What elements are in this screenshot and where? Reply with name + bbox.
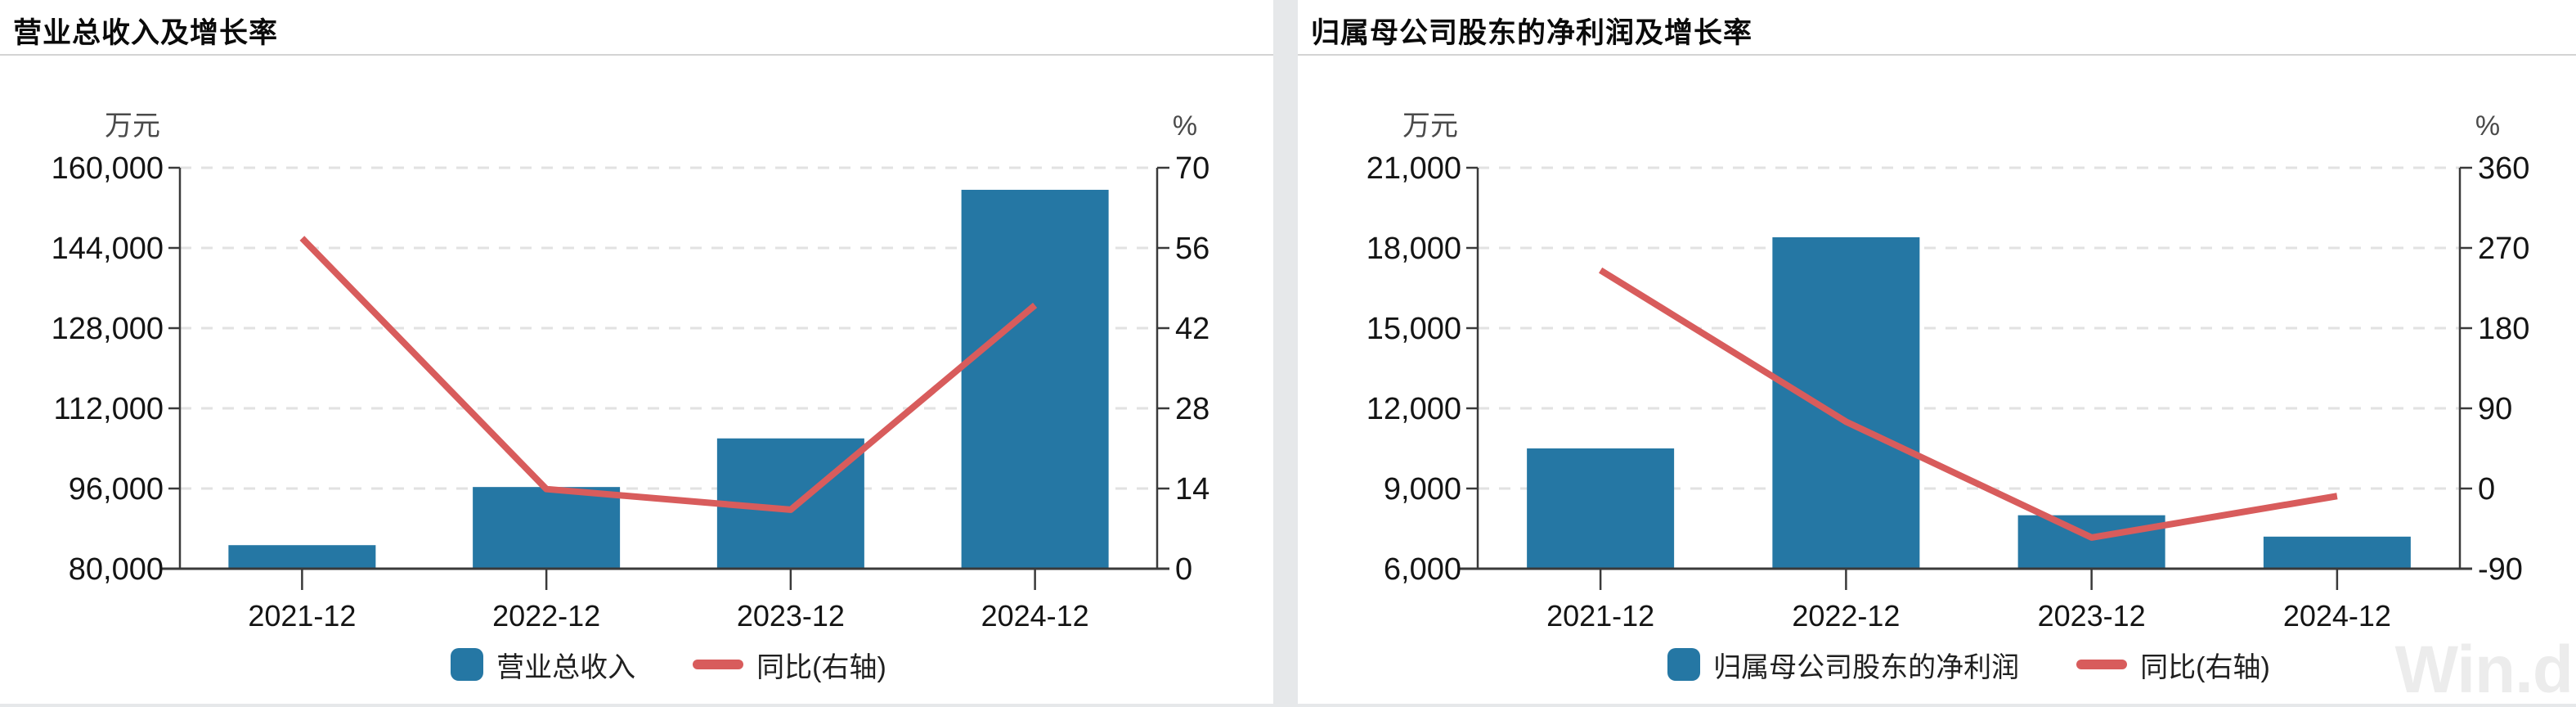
x-axis-label: 2021-12 (1546, 599, 1654, 633)
right-axis-tick-label: 360 (2478, 151, 2529, 186)
net-profit-chart-panel: 归属母公司股东的净利润及增长率 6,000 9,000 12,000 15,000 18… (1298, 0, 2576, 704)
left-axis-tick-label: 96,000 (69, 472, 164, 507)
net-profit-title-bar: 归属母公司股东的净利润及增长率 (1298, 0, 2576, 56)
left-axis-tick-label: 21,000 (1367, 151, 1461, 186)
left-axis-tick-label: 144,000 (52, 232, 164, 266)
legend-item-revenue-bars[interactable]: 营业总收入 (451, 645, 635, 685)
wind-watermark: Win.d (2394, 633, 2574, 707)
left-axis-tick-label: 160,000 (52, 151, 164, 186)
bar-series-swatch (451, 648, 484, 681)
right-axis-tick-label: 90 (2478, 392, 2512, 426)
bar-series-label: 营业总收入 (496, 651, 636, 683)
bar-2021-12[interactable] (228, 545, 376, 569)
net-profit-chart-legend: 归属母公司股东的净利润 同比(右轴) (1478, 645, 2460, 684)
x-axis-label: 2022-12 (492, 599, 600, 633)
left-axis-tick-label: 9,000 (1384, 472, 1461, 507)
net-profit-chart: 6,000 9,000 12,000 15,000 18,000 21,000 -90 0 90… (1367, 110, 2530, 633)
right-axis-tick-label: -90 (2478, 552, 2523, 587)
x-axis-label: 2022-12 (1792, 599, 1900, 633)
line-series-label: 同比(右轴) (756, 651, 886, 683)
x-axis-label: 2024-12 (981, 599, 1089, 633)
revenue-chart-panel: 营业总收入及增长率 80,000 96,000 112,000 128,000 144,… (0, 0, 1273, 704)
left-axis-tick-label: 12,000 (1367, 392, 1461, 426)
right-axis-tick-label: 180 (2478, 312, 2529, 346)
left-axis-tick-label: 18,000 (1367, 232, 1461, 266)
growth-line[interactable] (1599, 267, 2338, 541)
right-axis-unit: % (1173, 110, 1197, 142)
bar-2023-12[interactable] (2017, 515, 2165, 569)
bar-2024-12[interactable] (961, 189, 1109, 569)
left-axis-tick-label: 80,000 (69, 552, 164, 587)
revenue-chart: 80,000 96,000 112,000 128,000 144,000 160,000… (52, 110, 1210, 633)
bar-2021-12[interactable] (1527, 448, 1675, 569)
right-axis-tick-label: 42 (1175, 312, 1209, 346)
right-axis-tick-label: 14 (1175, 472, 1209, 507)
bar-series-swatch (1667, 648, 1701, 681)
left-axis-tick-label: 6,000 (1384, 552, 1461, 587)
x-axis-label: 2024-12 (2283, 599, 2391, 633)
left-axis-tick-label: 15,000 (1367, 312, 1461, 346)
revenue-chart-legend: 营业总收入 同比(右轴) (180, 645, 1157, 684)
legend-item-net-profit-bars[interactable]: 归属母公司股东的净利润 (1667, 645, 2019, 685)
x-axis-label: 2023-12 (737, 599, 845, 633)
left-axis-unit: 万元 (1402, 110, 1458, 142)
legend-item-net-profit-growth-line[interactable]: 同比(右轴) (2076, 645, 2270, 685)
revenue-chart-title: 营业总收入及增长率 (13, 17, 279, 49)
bar-2024-12[interactable] (2263, 536, 2411, 569)
net-profit-chart-title: 归属母公司股东的净利润及增长率 (1311, 17, 1753, 49)
bar-series-label: 归属母公司股东的净利润 (1713, 651, 2020, 683)
legend-item-revenue-growth-line[interactable]: 同比(右轴) (693, 645, 886, 685)
right-axis-tick-label: 70 (1175, 151, 1209, 186)
line-series-label: 同比(右轴) (2140, 651, 2270, 683)
left-axis-unit: 万元 (105, 110, 160, 142)
right-axis-tick-label: 56 (1175, 232, 1209, 266)
right-axis-tick-label: 0 (1175, 552, 1192, 587)
x-axis-label: 2023-12 (2038, 599, 2146, 633)
line-series-swatch (693, 660, 744, 669)
left-axis-tick-label: 128,000 (52, 312, 164, 346)
bar-2022-12[interactable] (473, 487, 621, 569)
right-axis-unit: % (2475, 110, 2500, 142)
bar-2022-12[interactable] (1772, 236, 1920, 569)
left-axis-tick-label: 112,000 (53, 392, 164, 426)
growth-line[interactable] (299, 236, 1038, 513)
revenue-title-bar: 营业总收入及增长率 (0, 0, 1273, 56)
line-series-swatch (2076, 660, 2128, 669)
right-axis-tick-label: 270 (2478, 232, 2529, 266)
right-axis-tick-label: 0 (2478, 472, 2495, 507)
x-axis-label: 2021-12 (248, 599, 356, 633)
right-axis-tick-label: 28 (1175, 392, 1209, 426)
